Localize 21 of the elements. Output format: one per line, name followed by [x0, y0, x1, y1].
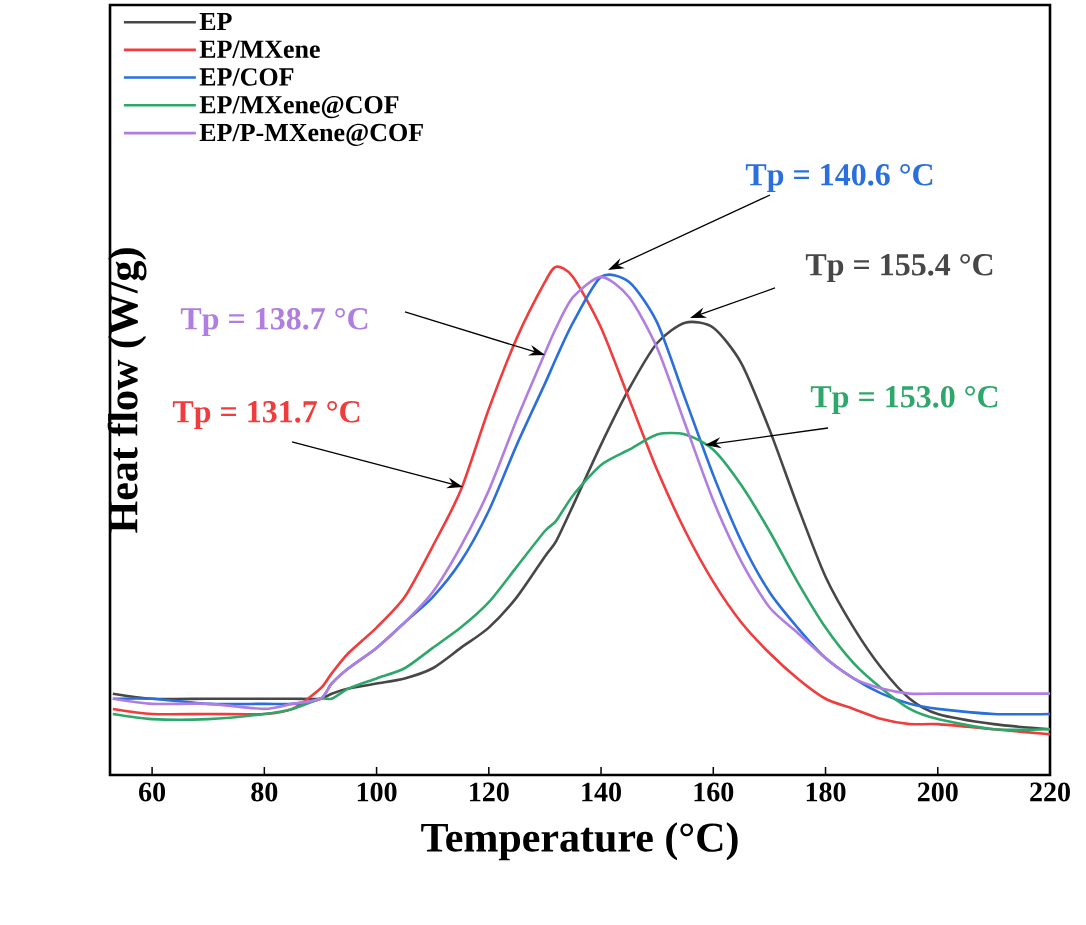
legend-label: EP/P-MXene@COF: [199, 123, 423, 146]
legend-label: EP/MXene: [199, 40, 320, 58]
legend-label: EP/MXene@COF: [199, 95, 399, 119]
x-tick-label: 160: [694, 782, 734, 802]
x-axis-title: Temperature (°C): [421, 822, 738, 861]
x-tick-label: 180: [806, 782, 846, 802]
text: Tp = 140.6 °C: [745, 163, 933, 193]
y-axis-title: Heat flow (W/g): [107, 248, 147, 533]
x-tick-label: 60: [139, 782, 166, 802]
annotation: Tp = 153.0 °C: [810, 385, 998, 415]
legend-label: EP: [199, 13, 232, 31]
x-tick-label: 220: [1030, 782, 1070, 802]
x-tick-label: 100: [357, 782, 397, 802]
annotation: Tp = 138.7 °C: [180, 307, 368, 337]
x-tick-label: 80: [251, 782, 278, 802]
x-tick-label: 140: [582, 782, 621, 802]
x-tick-label: 200: [917, 782, 958, 802]
annotation: Tp = 131.7 °C: [172, 400, 360, 430]
annotation: Tp = 155.4 °C: [805, 253, 993, 283]
legend-label: EP/COF: [199, 68, 294, 86]
x-tick-label: 120: [470, 782, 509, 802]
